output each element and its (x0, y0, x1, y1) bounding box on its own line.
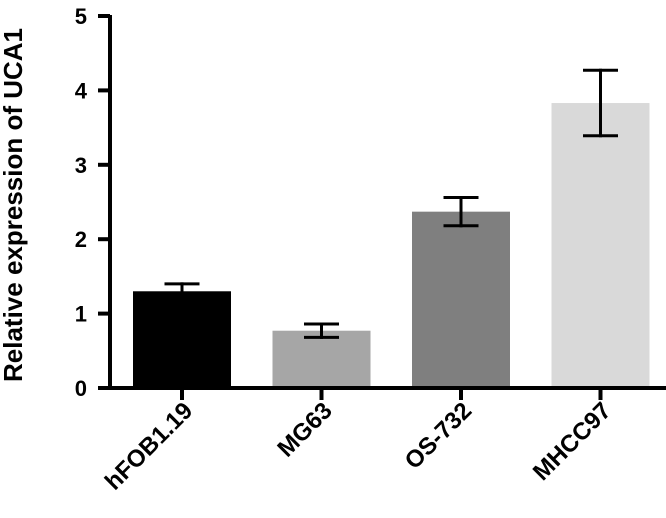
bars-layer (133, 103, 650, 388)
y-tick-label: 4 (75, 78, 88, 103)
x-tick-label: MHCC97 (528, 397, 617, 486)
x-tick-label: MG63 (272, 397, 337, 462)
y-tick-label: 5 (75, 4, 87, 29)
bar-mg63 (272, 330, 371, 388)
y-ticks-layer: 0 1 2 3 4 5 (75, 4, 110, 401)
y-tick-label: 2 (75, 227, 87, 252)
bar-os-732 (412, 211, 510, 388)
x-tick-label: OS-732 (400, 397, 478, 475)
y-tick-label: 0 (75, 376, 87, 401)
x-tick-label: hFOB1.19 (100, 397, 198, 495)
error-bar (304, 322, 339, 339)
bar-mhcc97 (551, 103, 650, 388)
error-bars-layer (164, 68, 618, 339)
error-bar (164, 282, 200, 301)
error-bar (583, 68, 618, 138)
x-tick-labels-layer: hFOB1.19 MG63 OS-732 MHCC97 (100, 388, 617, 495)
y-tick-label: 1 (75, 302, 87, 327)
y-axis-label: Relative expression of UCA1 (0, 28, 28, 382)
error-bar (443, 196, 479, 228)
axes-layer (108, 15, 666, 390)
bar-hfob1-19 (133, 291, 231, 388)
y-tick-label: 3 (75, 153, 87, 178)
